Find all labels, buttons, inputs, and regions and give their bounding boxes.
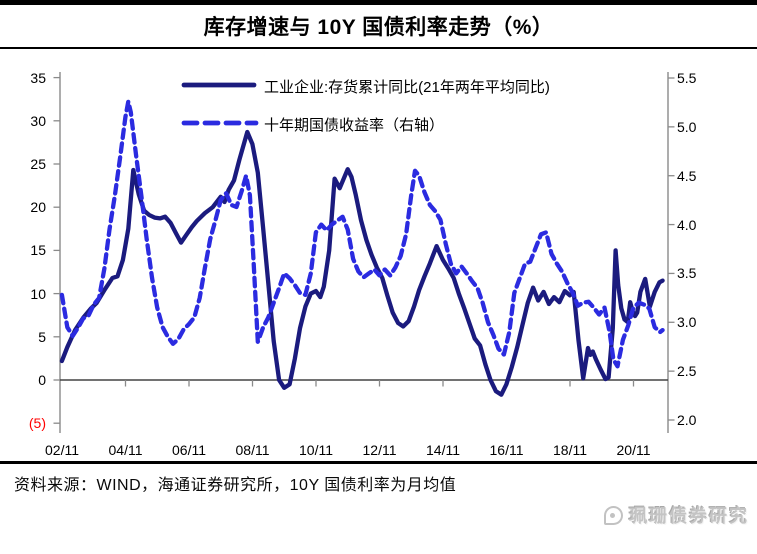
y-axis-left-label: 0 (38, 372, 46, 388)
y-axis-right-label: 4.5 (677, 167, 697, 184)
y-axis-right-label: 5.5 (677, 70, 697, 86)
x-axis-label: 08/11 (235, 442, 270, 458)
watermark-text: 珮珊债券研究 (629, 506, 749, 526)
y-axis-left-label: 10 (30, 285, 46, 302)
x-axis-label: 10/11 (299, 442, 333, 458)
x-axis-label: 16/11 (489, 442, 524, 458)
x-axis-label: 20/11 (616, 442, 651, 458)
top-border (0, 0, 757, 5)
legend-label-inventory: 工业企业:存货累计同比(21年两年平均同比) (264, 79, 550, 96)
y-axis-left-label: 30 (30, 112, 46, 129)
y-axis-left-label: 15 (30, 242, 46, 259)
y-axis-right-label: 5.0 (677, 118, 697, 135)
y-axis-left-label: 35 (30, 69, 46, 86)
legend-label-yield: 十年期国债收益率（右轴） (264, 117, 445, 134)
y-axis-right-label: 3.0 (677, 314, 697, 331)
x-axis-label: 04/11 (108, 442, 143, 458)
series-line-inventory (59, 129, 665, 397)
chart-title: 库存增速与 10Y 国债利率走势（%） (203, 16, 554, 39)
y-axis-left-label: 20 (30, 199, 46, 216)
y-axis-left-label: 5 (38, 328, 46, 345)
x-axis-label: 12/11 (362, 442, 397, 458)
title-divider (0, 47, 757, 49)
y-axis-left-label: (5) (28, 415, 46, 432)
y-axis-right-label: 2.5 (677, 363, 697, 380)
y-axis-right-label: 3.5 (677, 265, 697, 282)
footer-divider (0, 461, 757, 464)
y-axis-right-label: 2.0 (677, 412, 697, 428)
x-axis-label: 02/11 (45, 442, 79, 458)
megaphone-icon (604, 505, 623, 525)
x-axis-label: 06/11 (172, 442, 206, 458)
y-axis-right-label: 4.0 (677, 216, 697, 233)
watermark: 珮珊债券研究 (604, 502, 749, 528)
x-axis-label: 14/11 (426, 442, 460, 458)
source-note: 资料来源：WIND，海通证券研究所，10Y 国债利率为月均值 (14, 477, 457, 494)
y-axis-left-label: 25 (30, 156, 46, 172)
x-axis-label: 18/11 (553, 442, 587, 458)
series-line-yield (59, 99, 665, 369)
